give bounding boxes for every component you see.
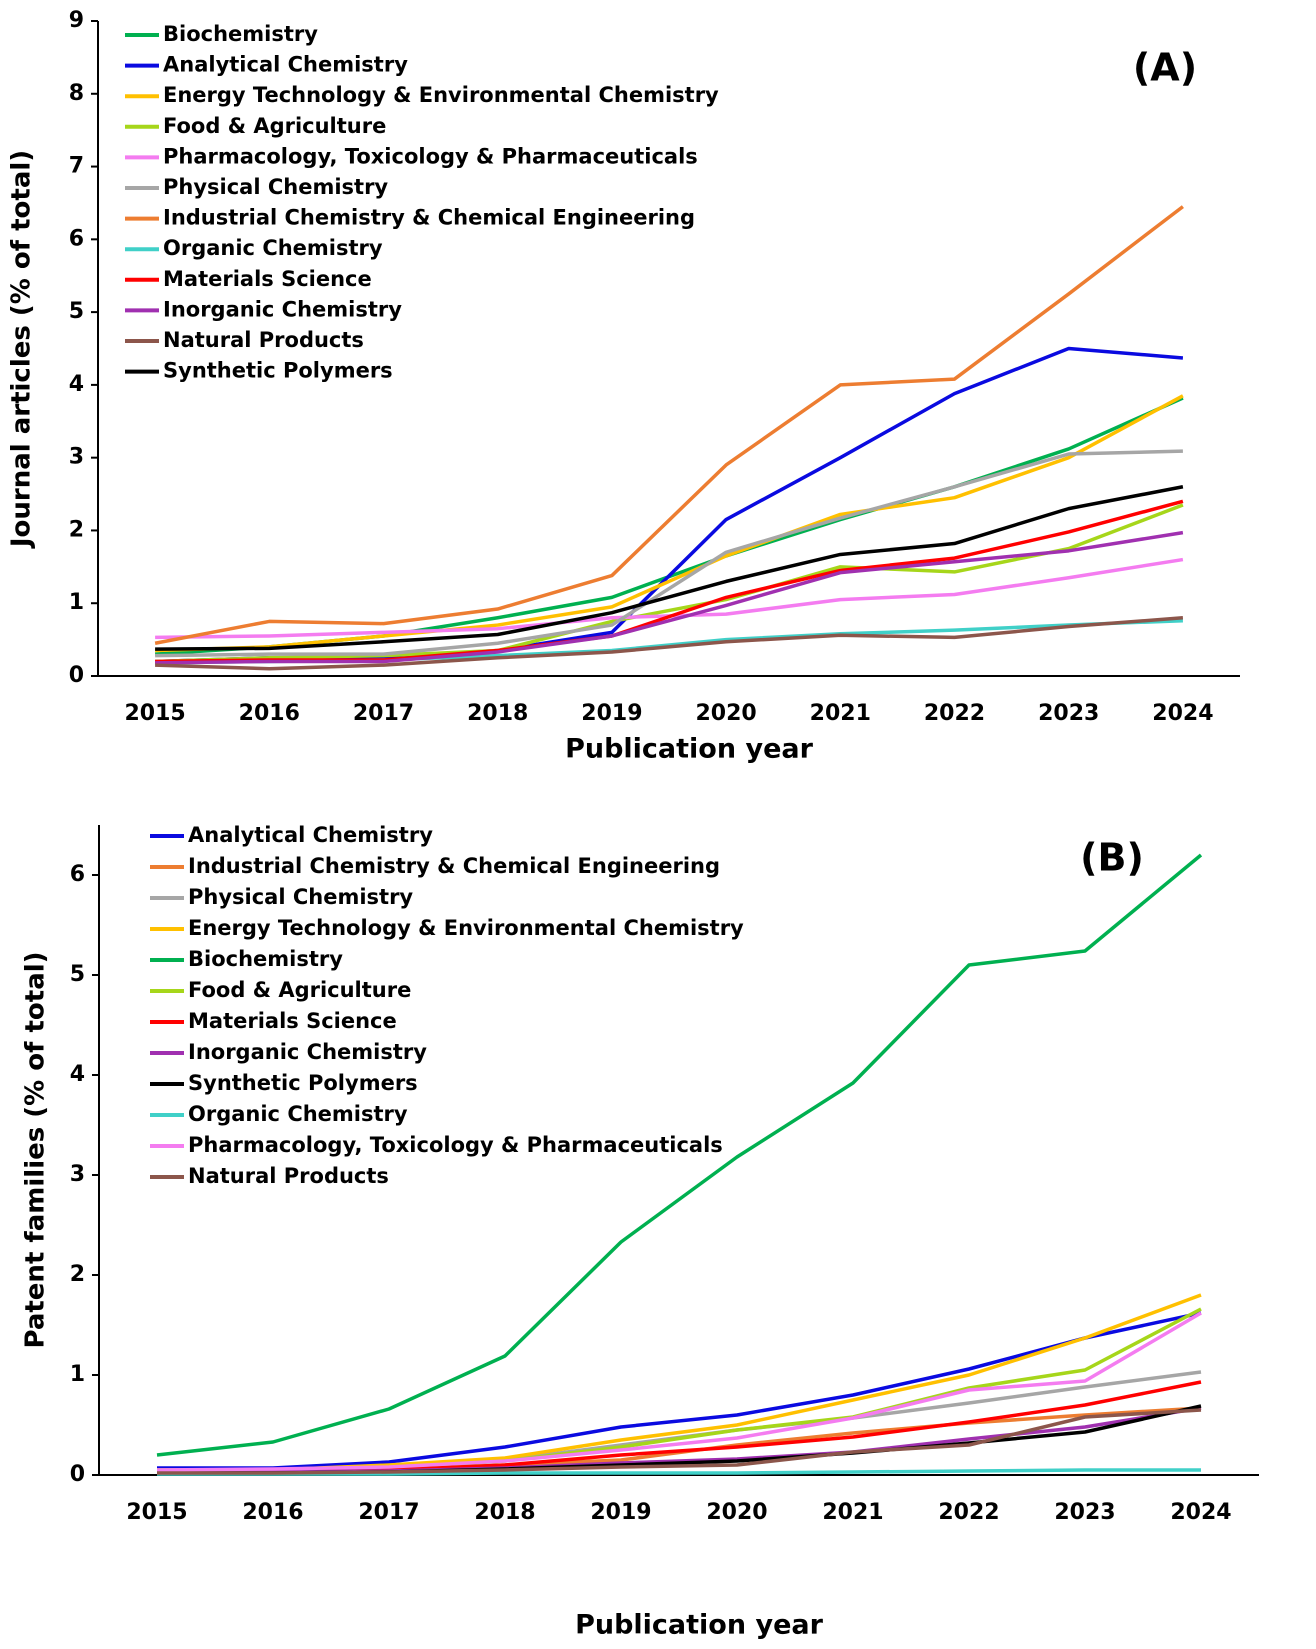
legend-label: Pharmacology, Toxicology & Pharmaceutica…	[163, 144, 698, 168]
legend-label: Pharmacology, Toxicology & Pharmaceutica…	[188, 1133, 723, 1157]
x-tick-label: 2016	[239, 701, 300, 726]
x-axis-label: Publication year	[575, 1610, 824, 1641]
y-tick-label: 5	[69, 299, 84, 324]
y-tick-label: 0	[70, 1462, 85, 1487]
x-tick-label: 2019	[581, 701, 642, 726]
x-tick-label: 2021	[810, 701, 871, 726]
y-tick-label: 6	[70, 862, 85, 887]
series-line	[156, 1311, 1202, 1472]
y-tick-label: 1	[70, 1362, 85, 1387]
y-tick-label: 3	[70, 1162, 85, 1187]
x-tick-label: 2022	[938, 1500, 999, 1525]
legend-label: Natural Products	[163, 328, 364, 352]
y-tick-label: 1	[69, 590, 84, 615]
legend-label: Biochemistry	[188, 947, 343, 971]
y-tick-label: 0	[69, 663, 84, 688]
x-tick-label: 2015	[124, 701, 185, 726]
x-tick-label: 2020	[706, 1500, 767, 1525]
series-line	[157, 1408, 1202, 1475]
legend-label: Organic Chemistry	[188, 1102, 408, 1126]
x-tick-label: 2017	[358, 1500, 419, 1525]
x-tick-label: 2021	[822, 1500, 883, 1525]
legend-label: Inorganic Chemistry	[188, 1040, 427, 1064]
legend-label: Inorganic Chemistry	[163, 297, 402, 321]
series-line	[155, 616, 1184, 671]
y-tick-label: 6	[69, 226, 84, 251]
x-tick-label: 2018	[474, 1500, 535, 1525]
panel-annotation: (A)	[1133, 46, 1197, 90]
x-tick-label: 2017	[353, 701, 414, 726]
y-tick-label: 3	[69, 445, 84, 470]
x-tick-label: 2016	[242, 1500, 303, 1525]
legend-label: Biochemistry	[163, 22, 318, 46]
panel-annotation: (B)	[1080, 836, 1144, 880]
legend-label: Organic Chemistry	[163, 236, 383, 260]
series-line	[155, 530, 1184, 665]
y-axis-label: Journal articles (% of total)	[7, 150, 37, 549]
legend-label: Synthetic Polymers	[163, 359, 393, 383]
legend-label: Materials Science	[163, 267, 372, 291]
legend-label: Industrial Chemistry & Chemical Engineer…	[163, 206, 695, 230]
x-tick-label: 2022	[924, 701, 985, 726]
series-line	[157, 1307, 1202, 1473]
legend-label: Physical Chemistry	[188, 885, 413, 909]
y-tick-label: 9	[69, 8, 84, 33]
legend-label: Physical Chemistry	[163, 175, 388, 199]
legend-label: Synthetic Polymers	[188, 1071, 418, 1095]
x-tick-label: 2019	[590, 1500, 651, 1525]
x-tick-label: 2024	[1170, 1500, 1231, 1525]
x-tick-label: 2024	[1152, 701, 1213, 726]
x-tick-label: 2023	[1038, 701, 1099, 726]
y-tick-label: 2	[69, 517, 84, 542]
legend-label: Food & Agriculture	[163, 114, 386, 138]
series-line	[154, 205, 1184, 645]
x-tick-label: 2015	[126, 1500, 187, 1525]
legend-label: Energy Technology & Environmental Chemis…	[188, 916, 744, 940]
y-tick-label: 7	[69, 154, 84, 179]
legend-label: Industrial Chemistry & Chemical Engineer…	[188, 854, 720, 878]
series-line	[157, 1311, 1202, 1470]
x-tick-label: 2023	[1054, 1500, 1115, 1525]
y-tick-label: 8	[69, 81, 84, 106]
series-line	[156, 853, 1203, 1457]
legend-label: Analytical Chemistry	[163, 53, 408, 77]
y-tick-label: 5	[70, 962, 85, 987]
series-line	[155, 485, 1184, 651]
x-axis-label: Publication year	[565, 734, 814, 765]
y-tick-label: 4	[69, 372, 84, 397]
legend-label: Natural Products	[188, 1164, 389, 1188]
series-line	[155, 503, 1184, 664]
x-tick-label: 2020	[695, 701, 756, 726]
series-line	[155, 394, 1184, 653]
y-tick-label: 4	[70, 1062, 85, 1087]
y-axis-label: Patent families (% of total)	[21, 951, 51, 1348]
legend-label: Energy Technology & Environmental Chemis…	[163, 83, 719, 107]
legend-label: Materials Science	[188, 1009, 397, 1033]
x-tick-label: 2018	[467, 701, 528, 726]
series-line	[155, 449, 1183, 658]
legend-label: Food & Agriculture	[188, 978, 411, 1002]
y-tick-label: 2	[70, 1262, 85, 1287]
legend-label: Analytical Chemistry	[188, 823, 433, 847]
